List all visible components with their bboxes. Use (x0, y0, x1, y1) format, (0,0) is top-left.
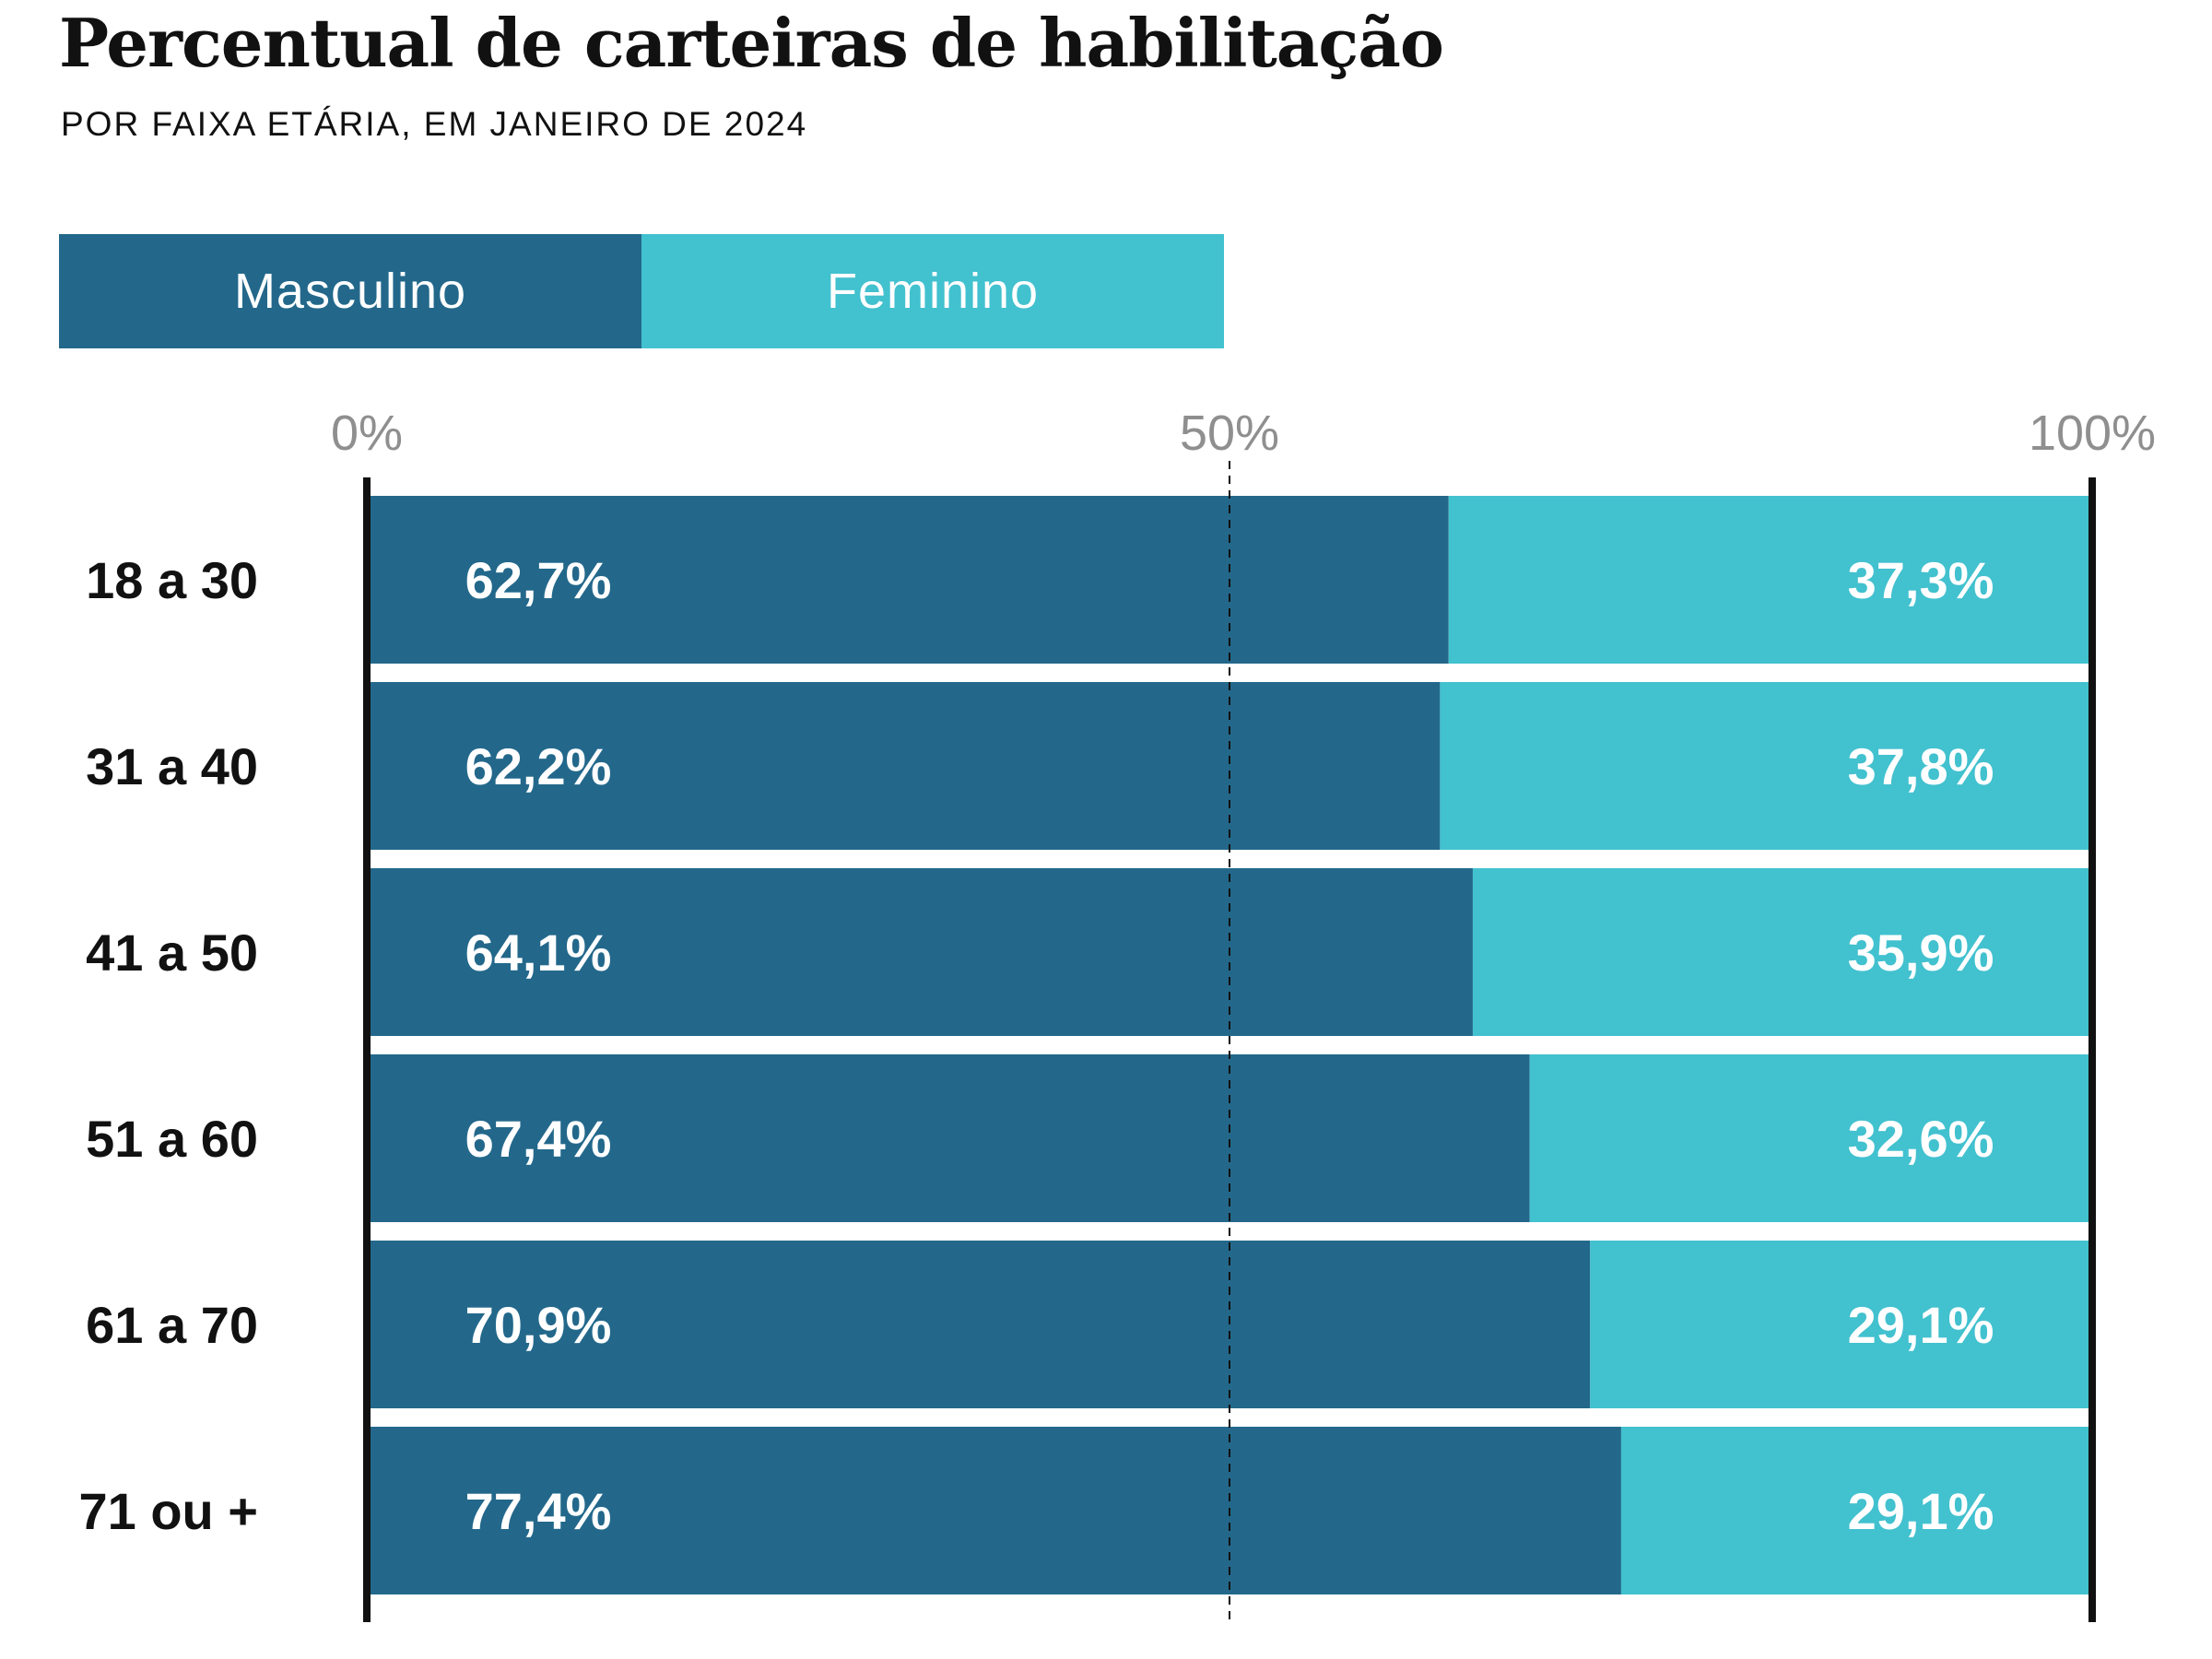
category-label: 71 ou + (78, 1482, 258, 1540)
value-label-feminino: 29,1% (1848, 1482, 1994, 1540)
bar-masculino (367, 1427, 1621, 1594)
value-label-masculino: 62,7% (465, 551, 612, 609)
bar-masculino (367, 682, 1441, 850)
bar-feminino (1472, 868, 2092, 1036)
bar-masculino (367, 1241, 1591, 1408)
value-label-feminino: 37,3% (1848, 551, 1994, 609)
category-label: 41 a 50 (86, 924, 258, 982)
category-label: 31 a 40 (86, 737, 258, 795)
category-label: 51 a 60 (86, 1110, 258, 1168)
category-label: 18 a 30 (86, 551, 258, 609)
legend: Masculino Feminino (59, 234, 1224, 348)
chart-title: Percentual de carteiras de habilitação (59, 4, 1444, 82)
value-label-masculino: 70,9% (465, 1296, 612, 1354)
bar-feminino (1529, 1054, 2092, 1222)
value-label-feminino: 29,1% (1848, 1296, 1994, 1354)
bar-feminino (1620, 1427, 2092, 1594)
bar-masculino (367, 1054, 1530, 1222)
bar-feminino (1440, 682, 2092, 850)
value-label-masculino: 67,4% (465, 1110, 612, 1168)
value-label-feminino: 32,6% (1848, 1110, 1994, 1168)
value-label-feminino: 35,9% (1848, 924, 1994, 982)
bar-feminino (1590, 1241, 2092, 1408)
tick-label: 0% (331, 406, 403, 461)
value-label-feminino: 37,8% (1848, 737, 1994, 795)
value-label-masculino: 64,1% (465, 924, 612, 982)
bar-feminino (1448, 496, 2092, 664)
legend-item-masculino: Masculino (59, 234, 641, 348)
category-label: 61 a 70 (86, 1296, 258, 1354)
value-label-masculino: 62,2% (465, 737, 612, 795)
legend-item-feminino: Feminino (641, 234, 1224, 348)
bar-masculino (367, 868, 1473, 1036)
value-label-masculino: 77,4% (465, 1482, 612, 1540)
tick-label: 50% (1180, 406, 1279, 461)
chart-subtitle: POR FAIXA ETÁRIA, EM JANEIRO DE 2024 (61, 105, 808, 143)
tick-label: 100% (2029, 406, 2156, 461)
bar-masculino (367, 496, 1449, 664)
